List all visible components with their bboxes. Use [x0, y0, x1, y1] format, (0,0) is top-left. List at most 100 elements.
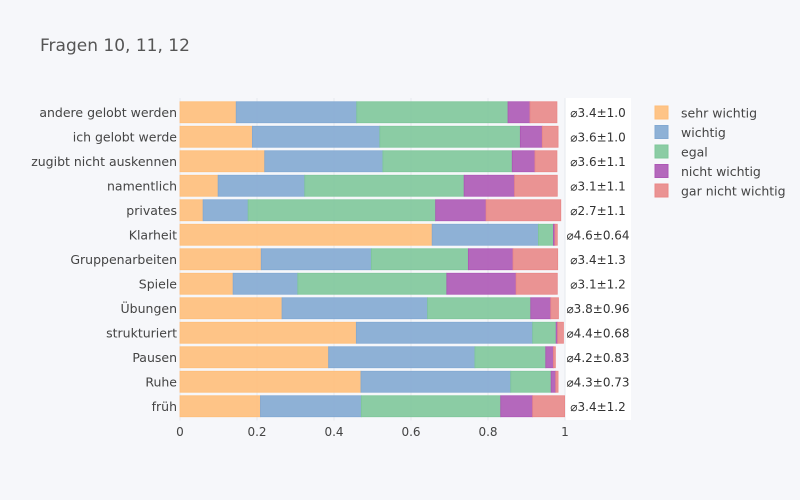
- stat-label: ⌀2.7±1.1: [570, 204, 625, 218]
- bar-segment[interactable]: [550, 370, 557, 393]
- stat-label: ⌀3.8±0.96: [566, 302, 629, 316]
- bar-segment[interactable]: [515, 272, 558, 295]
- category-label: zugibt nicht auskennen: [31, 154, 177, 169]
- legend-label[interactable]: egal: [681, 145, 708, 160]
- x-tick-label: 0.4: [324, 425, 343, 439]
- stat-labels: ⌀3.4±1.0 ⌀3.6±1.0 ⌀3.6±1.1 ⌀3.1±1.1 ⌀2.7±1.1…: [566, 106, 629, 414]
- x-tick-label: 1: [561, 425, 569, 439]
- bar-segment[interactable]: [235, 101, 358, 124]
- bar-segment[interactable]: [179, 248, 262, 271]
- stat-label: ⌀3.4±1.0: [570, 106, 625, 120]
- bar-segment[interactable]: [260, 248, 372, 271]
- bar-segment[interactable]: [179, 346, 330, 369]
- bar-segment[interactable]: [485, 199, 562, 222]
- x-tick-label: 0: [176, 425, 184, 439]
- bar-segment[interactable]: [431, 223, 539, 246]
- bar-segment[interactable]: [435, 199, 487, 222]
- bar-segment[interactable]: [446, 272, 517, 295]
- bar-segment[interactable]: [179, 150, 266, 173]
- bar-segment[interactable]: [554, 223, 558, 246]
- legend-swatch[interactable]: [654, 125, 669, 139]
- bar-segment[interactable]: [179, 101, 237, 124]
- bar-segment[interactable]: [555, 370, 559, 393]
- legend-label[interactable]: wichtig: [681, 125, 726, 140]
- bar-segment[interactable]: [217, 174, 306, 197]
- bar-segment[interactable]: [281, 297, 428, 320]
- legend-item[interactable]: egal: [654, 144, 708, 160]
- bar-segment[interactable]: [519, 125, 543, 148]
- legend-swatch[interactable]: [654, 105, 669, 120]
- bar-segment[interactable]: [179, 297, 283, 320]
- bar-segment[interactable]: [550, 297, 559, 320]
- category-label: Spiele: [139, 276, 178, 291]
- bar-segment[interactable]: [179, 199, 204, 222]
- bar-segment[interactable]: [427, 297, 532, 320]
- bar-segment[interactable]: [507, 101, 531, 124]
- legend-label[interactable]: gar nicht wichtig: [681, 184, 786, 199]
- category-label: ich gelobt werde: [73, 129, 178, 144]
- bar-segment[interactable]: [202, 199, 249, 222]
- bar-segment[interactable]: [247, 199, 437, 222]
- legend-swatch[interactable]: [654, 183, 669, 198]
- legend-item[interactable]: sehr wichtig: [654, 105, 757, 121]
- bar-segment[interactable]: [370, 248, 469, 271]
- x-tick-label: 0.6: [401, 425, 420, 439]
- category-label: privates: [126, 203, 177, 218]
- x-axis-ticks: 0 0.2 0.4 0.6 0.8 1: [176, 425, 569, 439]
- bar-segment[interactable]: [553, 346, 556, 369]
- bar-segment[interactable]: [251, 125, 381, 148]
- legend-item[interactable]: wichtig: [654, 125, 726, 140]
- category-label: Klarheit: [129, 227, 177, 242]
- bar-segment[interactable]: [356, 101, 509, 124]
- stat-label: ⌀3.1±1.2: [570, 277, 625, 291]
- bar-segment[interactable]: [500, 395, 534, 418]
- bar-segment[interactable]: [532, 395, 566, 418]
- bar-segment[interactable]: [179, 321, 357, 344]
- bar-segment[interactable]: [529, 101, 558, 124]
- bar-segment[interactable]: [541, 125, 559, 148]
- bar-segment[interactable]: [534, 150, 558, 173]
- bar-segment[interactable]: [474, 346, 547, 369]
- bar-segment[interactable]: [382, 150, 513, 173]
- bar-segment[interactable]: [511, 150, 536, 173]
- bar-segment[interactable]: [467, 248, 514, 271]
- bar-segment[interactable]: [260, 395, 362, 418]
- x-tick-label: 0.8: [478, 425, 497, 439]
- bar-segment[interactable]: [530, 297, 552, 320]
- legend-label[interactable]: nicht wichtig: [681, 164, 761, 179]
- bar-segment[interactable]: [179, 125, 253, 148]
- stat-label: ⌀4.3±0.73: [566, 375, 629, 389]
- legend-item[interactable]: nicht wichtig: [654, 164, 761, 179]
- bar-segment[interactable]: [179, 174, 219, 197]
- bar-segment[interactable]: [360, 395, 502, 418]
- bar-segment[interactable]: [355, 321, 534, 344]
- bar-segment[interactable]: [179, 272, 234, 295]
- legend-label[interactable]: sehr wichtig: [681, 106, 757, 121]
- bar-segment[interactable]: [557, 321, 564, 344]
- legend-swatch[interactable]: [654, 144, 669, 159]
- bar-segment[interactable]: [304, 174, 465, 197]
- bar-segment[interactable]: [232, 272, 299, 295]
- legend-item[interactable]: gar nicht wichtig: [654, 183, 786, 199]
- bar-segment[interactable]: [545, 346, 554, 369]
- bar-segment[interactable]: [297, 272, 448, 295]
- bar-segment[interactable]: [379, 125, 521, 148]
- category-label: Ruhe: [145, 374, 177, 389]
- bar-segment[interactable]: [360, 370, 512, 393]
- bar-segment[interactable]: [538, 223, 554, 246]
- bar-segment[interactable]: [512, 248, 559, 271]
- legend[interactable]: sehr wichtig wichtig egal nicht wichtig gar …: [654, 105, 786, 199]
- bar-segment[interactable]: [532, 321, 557, 344]
- x-tick-label: 0.2: [247, 425, 266, 439]
- bar-segment[interactable]: [179, 395, 261, 418]
- stat-column-background: [565, 98, 631, 420]
- legend-swatch[interactable]: [654, 164, 669, 178]
- bar-segment[interactable]: [179, 370, 362, 393]
- bar-segment[interactable]: [514, 174, 558, 197]
- bar-segment[interactable]: [510, 370, 552, 393]
- bar-segment[interactable]: [328, 346, 476, 369]
- bar-segment[interactable]: [179, 223, 433, 246]
- bar-segment[interactable]: [463, 174, 515, 197]
- bar-segment[interactable]: [264, 150, 384, 173]
